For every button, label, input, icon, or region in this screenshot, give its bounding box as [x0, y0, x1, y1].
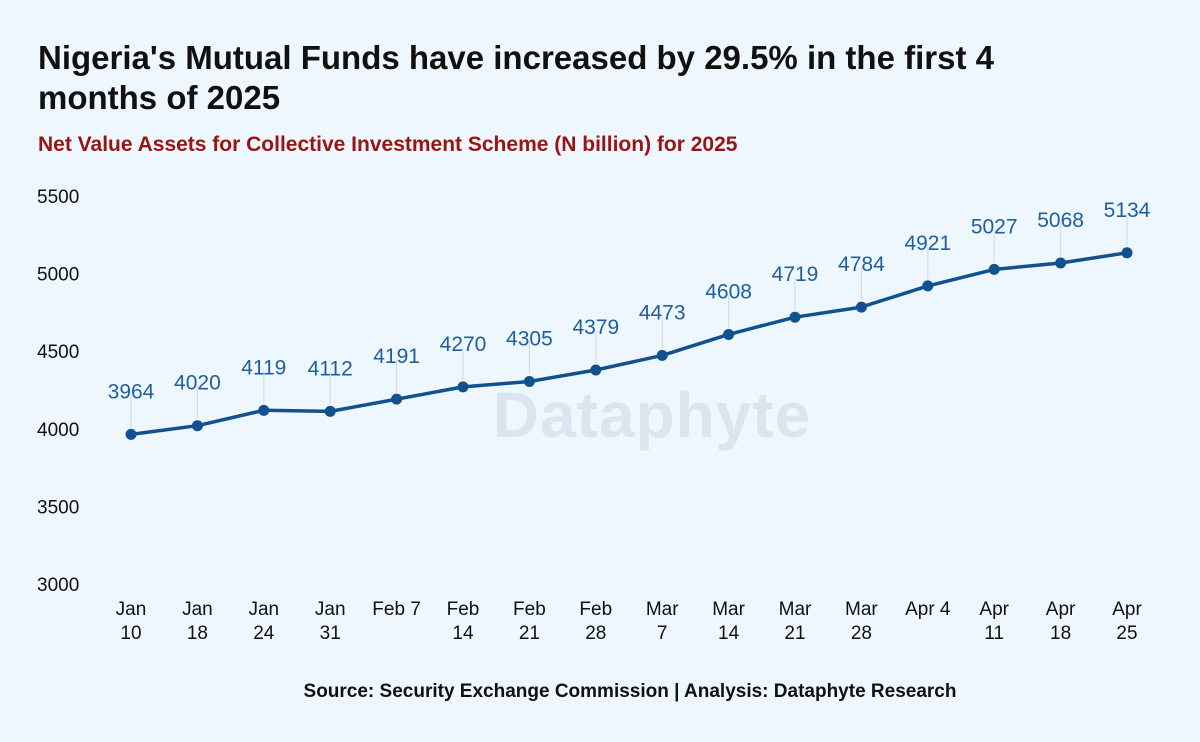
x-tick-label: Feb 14: [447, 599, 480, 644]
data-label: 4608: [705, 280, 752, 303]
data-points: [125, 247, 1133, 440]
data-point: [457, 381, 469, 393]
data-label: 3964: [108, 380, 155, 403]
data-point: [723, 328, 735, 340]
x-tick-label: Feb 28: [579, 599, 612, 644]
x-tick-label: Apr 4: [905, 599, 951, 620]
data-label: 4119: [241, 356, 286, 379]
y-tick-label: 3000: [37, 575, 79, 596]
x-tick-label: Jan 10: [116, 599, 147, 644]
x-tick-label: Apr 11: [979, 599, 1009, 644]
data-point: [988, 263, 1000, 275]
line-chart: Dataphyte 3000 3500 4000 4500 5000 5500 3964 4…: [37, 187, 1151, 644]
data-label: 4270: [440, 333, 487, 356]
x-tick-label: Jan 31: [315, 599, 346, 644]
source-note: Source: Security Exchange Commission | A…: [303, 681, 957, 702]
data-label: 4921: [904, 232, 951, 255]
data-label: 5134: [1104, 199, 1151, 222]
y-tick-label: 4000: [37, 420, 79, 441]
data-point: [922, 280, 934, 292]
data-point: [125, 428, 137, 440]
data-point: [855, 301, 867, 313]
chart-subtitle: Net Value Assets for Collective Investme…: [38, 133, 738, 156]
x-tick-label: Mar 28: [845, 599, 878, 644]
data-labels: 3964 4020 4119 4112 4191 4270 4305 4379 4473 4608…: [108, 199, 1151, 404]
data-point: [523, 375, 535, 387]
data-point: [324, 405, 336, 417]
data-point: [258, 404, 270, 416]
series-line: [129, 251, 1129, 437]
data-label: 4020: [174, 372, 221, 395]
data-point: [789, 311, 801, 323]
data-point: [391, 393, 403, 405]
data-label: 4191: [373, 345, 420, 368]
label-leader-lines: [130, 212, 1128, 428]
data-label: 5027: [971, 215, 1018, 238]
y-tick-label: 4500: [37, 342, 79, 363]
x-tick-label: Mar 21: [779, 599, 812, 644]
x-tick-label: Feb 7: [372, 599, 421, 620]
data-label: 5068: [1037, 209, 1084, 232]
data-point: [1121, 247, 1133, 259]
x-axis: Jan 10 Jan 18 Jan 24 Jan 31 Feb 7 Feb 14 Feb 21 Feb 28…: [116, 599, 1143, 644]
y-tick-label: 5000: [37, 265, 79, 286]
x-tick-label: Jan 24: [248, 599, 279, 644]
data-point: [590, 364, 602, 376]
data-label: 4305: [506, 327, 553, 350]
data-point: [191, 420, 203, 432]
data-label: 4379: [572, 316, 619, 339]
x-tick-label: Apr 18: [1046, 599, 1076, 644]
data-label: 4112: [308, 357, 353, 380]
x-tick-label: Mar 14: [712, 599, 745, 644]
x-tick-label: Mar 7: [646, 599, 679, 644]
watermark-text: Dataphyte: [493, 379, 811, 451]
data-label: 4719: [772, 263, 819, 286]
y-tick-label: 5500: [37, 187, 79, 208]
data-label: 4784: [838, 253, 885, 276]
x-tick-label: Jan 18: [182, 599, 213, 644]
data-point: [656, 349, 668, 361]
data-point: [1055, 257, 1067, 269]
x-tick-label: Apr 25: [1112, 599, 1142, 644]
y-axis: 3000 3500 4000 4500 5000 5500: [37, 187, 79, 596]
data-label: 4473: [639, 301, 686, 324]
x-tick-label: Feb 21: [513, 599, 546, 644]
chart-title: Nigeria's Mutual Funds have increased by…: [38, 39, 994, 116]
y-tick-label: 3500: [37, 497, 79, 518]
